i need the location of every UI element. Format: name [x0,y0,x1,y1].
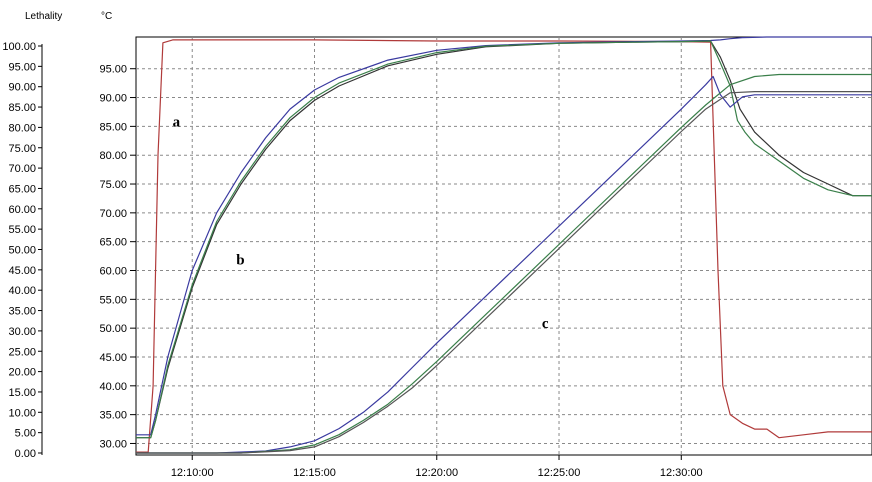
temperature-tick-label: 75.00 [99,179,127,191]
series-group [136,36,872,454]
lethality-tick-label: 10.00 [8,407,36,419]
series-line-6 [136,73,872,454]
lethality-tick-label: 20.00 [8,367,36,379]
time-tick-label: 12:20:00 [415,467,458,479]
series-line-2 [136,36,872,436]
lethality-tick-label: 40.00 [8,285,36,297]
lethality-axis-title: Lethality [25,11,62,22]
curve-labels: a b c [173,114,549,332]
temperature-tick-label: 50.00 [99,323,127,335]
temperature-tick-label: 80.00 [99,150,127,162]
lethality-tick-label: 80.00 [8,122,36,134]
temperature-tick-label: 85.00 [99,121,127,133]
lethality-tick-label: 35.00 [8,306,36,318]
lethality-tick-label: 45.00 [8,265,36,277]
lethality-tick-label: 5.00 [15,428,36,440]
temperature-tick-label: 55.00 [99,294,127,306]
temperature-axis-title: °C [101,11,112,22]
lethality-tick-label: 75.00 [8,143,36,155]
curve-label-b: b [236,253,244,269]
temperature-tick-label: 65.00 [99,237,127,249]
temperature-tick-label: 60.00 [99,266,127,278]
lethality-tick-label: 60.00 [8,204,36,216]
temperature-axis: 95.00 90.00 85.00 80.00 75.00 70.00 65.00 60.00… [99,64,136,450]
time-tick-label: 12:30:00 [660,467,703,479]
series-line-5 [136,75,872,454]
temperature-tick-label: 90.00 [99,93,127,105]
temperature-tick-label: 70.00 [99,208,127,220]
series-line-7 [136,90,872,454]
lethality-tick-label: 85.00 [8,102,36,114]
temperature-tick-label: 95.00 [99,64,127,76]
plot-area [135,36,872,456]
time-tick-label: 12:15:00 [293,467,336,479]
curve-label-c: c [542,316,549,332]
lethality-tick-label: 90.00 [8,82,36,94]
time-tick-label: 12:25:00 [538,467,581,479]
lethality-axis: 100.00 95.00 90.00 85.00 80.00 75.00 70.00 65.0… [2,41,43,460]
lethality-tick-label: 100.00 [2,41,36,53]
temperature-tick-label: 45.00 [99,352,127,364]
curve-label-a: a [173,114,181,130]
lethality-tick-label: 30.00 [8,326,36,338]
time-tick-label: 12:10:00 [171,467,214,479]
lethality-tick-label: 70.00 [8,163,36,175]
lethality-tick-label: 50.00 [8,245,36,257]
lethality-tick-label: 95.00 [8,61,36,73]
temperature-tick-label: 40.00 [99,381,127,393]
lethality-tick-label: 15.00 [8,387,36,399]
lethality-tick-label: 25.00 [8,346,36,358]
temperature-tick-label: 35.00 [99,410,127,422]
lethality-tick-label: 0.00 [15,448,36,460]
series-line-4 [136,40,872,439]
lethality-tick-label: 65.00 [8,183,36,195]
time-axis: 12:10:00 12:15:00 12:20:00 12:25:00 12:30:00 [171,455,703,479]
lethality-tick-label: 55.00 [8,224,36,236]
temperature-tick-label: 30.00 [99,438,127,450]
gridlines [136,37,872,455]
